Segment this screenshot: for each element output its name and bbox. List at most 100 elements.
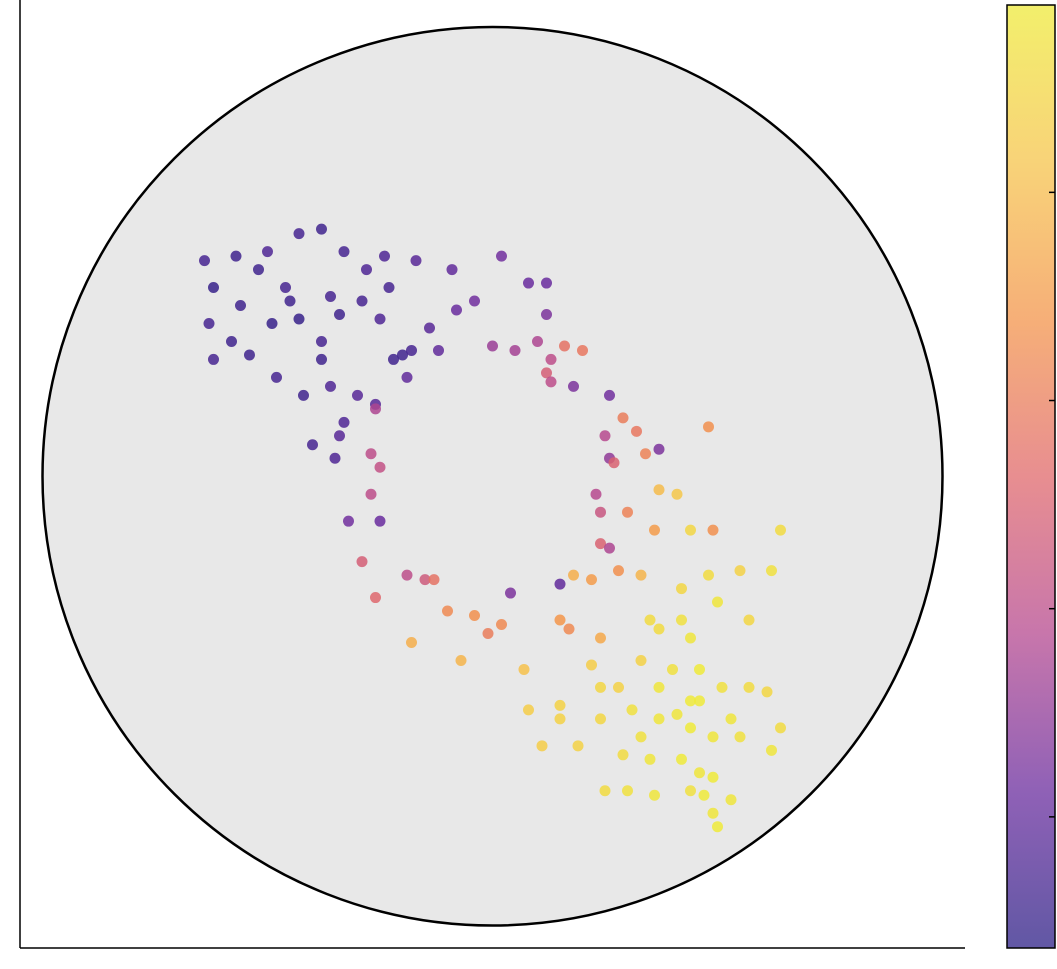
point bbox=[775, 722, 786, 734]
point bbox=[293, 313, 305, 325]
point bbox=[676, 583, 687, 595]
point bbox=[523, 704, 534, 716]
point bbox=[559, 340, 570, 352]
point bbox=[370, 592, 381, 604]
point bbox=[469, 295, 480, 307]
point bbox=[334, 430, 345, 442]
point bbox=[617, 412, 629, 424]
point bbox=[604, 542, 615, 554]
point bbox=[761, 686, 773, 698]
point bbox=[671, 488, 683, 500]
point bbox=[496, 250, 507, 262]
point bbox=[743, 681, 755, 693]
point bbox=[266, 317, 278, 329]
point bbox=[743, 614, 755, 626]
point bbox=[685, 722, 696, 734]
point bbox=[253, 264, 264, 276]
point bbox=[262, 246, 273, 258]
point bbox=[613, 681, 624, 693]
point bbox=[707, 524, 719, 536]
point bbox=[725, 713, 737, 725]
point bbox=[712, 821, 723, 833]
point bbox=[635, 731, 647, 743]
point bbox=[388, 353, 399, 365]
point bbox=[694, 695, 705, 707]
point bbox=[595, 681, 606, 693]
point bbox=[235, 300, 246, 312]
point bbox=[734, 565, 746, 577]
point bbox=[307, 439, 318, 451]
point bbox=[667, 663, 678, 675]
point bbox=[676, 753, 687, 765]
point bbox=[397, 349, 408, 361]
point bbox=[649, 789, 660, 801]
point bbox=[298, 389, 309, 401]
point bbox=[329, 452, 341, 464]
point bbox=[653, 484, 665, 496]
point bbox=[374, 515, 386, 527]
point bbox=[712, 596, 723, 608]
point bbox=[613, 565, 624, 577]
point bbox=[685, 524, 696, 536]
point bbox=[226, 335, 237, 347]
point bbox=[653, 623, 665, 635]
point bbox=[365, 488, 377, 500]
point bbox=[649, 524, 660, 536]
colorbar bbox=[1007, 5, 1055, 948]
point bbox=[370, 403, 381, 415]
point bbox=[698, 789, 710, 801]
point bbox=[568, 380, 579, 392]
point bbox=[536, 740, 548, 752]
point bbox=[671, 708, 683, 720]
point bbox=[518, 663, 530, 675]
point bbox=[685, 695, 696, 707]
point bbox=[554, 578, 566, 590]
point bbox=[208, 353, 219, 365]
point bbox=[343, 515, 354, 527]
point bbox=[653, 443, 665, 455]
point bbox=[545, 376, 557, 388]
point bbox=[374, 461, 386, 473]
point bbox=[626, 704, 638, 716]
colorbar-frame bbox=[1006, 4, 1056, 949]
point bbox=[734, 731, 746, 743]
point bbox=[523, 277, 534, 289]
point bbox=[653, 681, 665, 693]
point bbox=[766, 565, 777, 577]
point bbox=[361, 264, 372, 276]
point bbox=[604, 389, 615, 401]
point bbox=[442, 605, 453, 617]
point bbox=[424, 322, 435, 334]
point bbox=[496, 619, 507, 631]
point bbox=[685, 785, 696, 797]
point bbox=[703, 569, 714, 581]
point bbox=[316, 335, 327, 347]
point bbox=[316, 223, 327, 235]
point bbox=[622, 785, 633, 797]
point bbox=[572, 740, 584, 752]
point bbox=[577, 344, 588, 356]
point bbox=[325, 291, 336, 303]
point bbox=[293, 228, 305, 240]
point bbox=[676, 614, 687, 626]
point bbox=[428, 574, 440, 586]
point bbox=[635, 654, 647, 666]
point bbox=[230, 250, 242, 262]
point bbox=[608, 457, 620, 469]
point bbox=[541, 367, 552, 379]
point bbox=[338, 246, 350, 258]
point bbox=[469, 610, 480, 622]
point bbox=[284, 295, 296, 307]
point bbox=[685, 632, 696, 644]
point bbox=[644, 614, 656, 626]
point bbox=[568, 569, 579, 581]
point bbox=[631, 425, 642, 437]
point bbox=[640, 448, 651, 460]
point bbox=[374, 313, 386, 325]
point bbox=[707, 807, 719, 819]
point bbox=[586, 659, 597, 671]
point bbox=[410, 255, 422, 267]
point bbox=[694, 663, 705, 675]
point bbox=[775, 524, 786, 536]
point bbox=[455, 654, 467, 666]
